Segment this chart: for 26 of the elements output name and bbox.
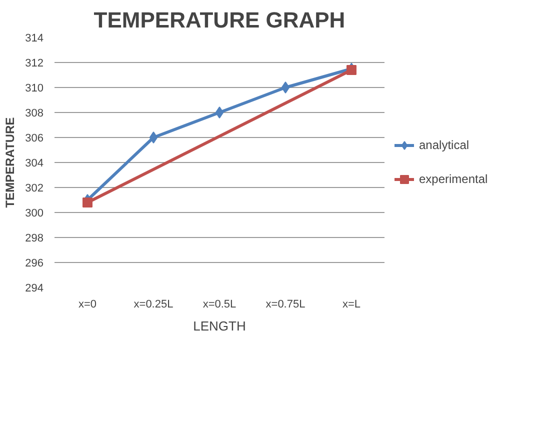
chart-title: TEMPERATURE GRAPH	[94, 8, 346, 32]
x-tick-label: x=0	[78, 298, 97, 310]
legend-label: experimental	[419, 172, 488, 186]
x-axis-title: LENGTH	[193, 318, 246, 334]
point	[346, 65, 356, 75]
y-tick-label: 302	[25, 182, 44, 194]
x-tick-label: x=0.75L	[266, 298, 306, 310]
point	[82, 198, 92, 208]
y-tick-label: 312	[25, 58, 44, 70]
point	[215, 106, 224, 118]
y-tick-label: 298	[25, 232, 44, 244]
x-tick-label: x=0.5L	[202, 298, 236, 310]
y-tick-label: 314	[25, 32, 44, 44]
y-tick-label: 300	[25, 208, 44, 220]
y-tick-label: 306	[25, 132, 44, 144]
point	[281, 82, 290, 94]
y-tick-label: 310	[25, 82, 44, 94]
x-tick-label: x=L	[342, 298, 361, 310]
point	[149, 132, 158, 144]
y-tick-label: 304	[25, 158, 44, 170]
y-tick-label: 296	[25, 258, 44, 270]
y-tick-label: 294	[25, 282, 44, 294]
y-tick-label: 308	[25, 108, 44, 120]
x-tick-label: x=0.25L	[134, 298, 174, 310]
y-axis-title: TEMPERATURE	[3, 117, 18, 208]
legend-label: analytical	[419, 138, 470, 152]
